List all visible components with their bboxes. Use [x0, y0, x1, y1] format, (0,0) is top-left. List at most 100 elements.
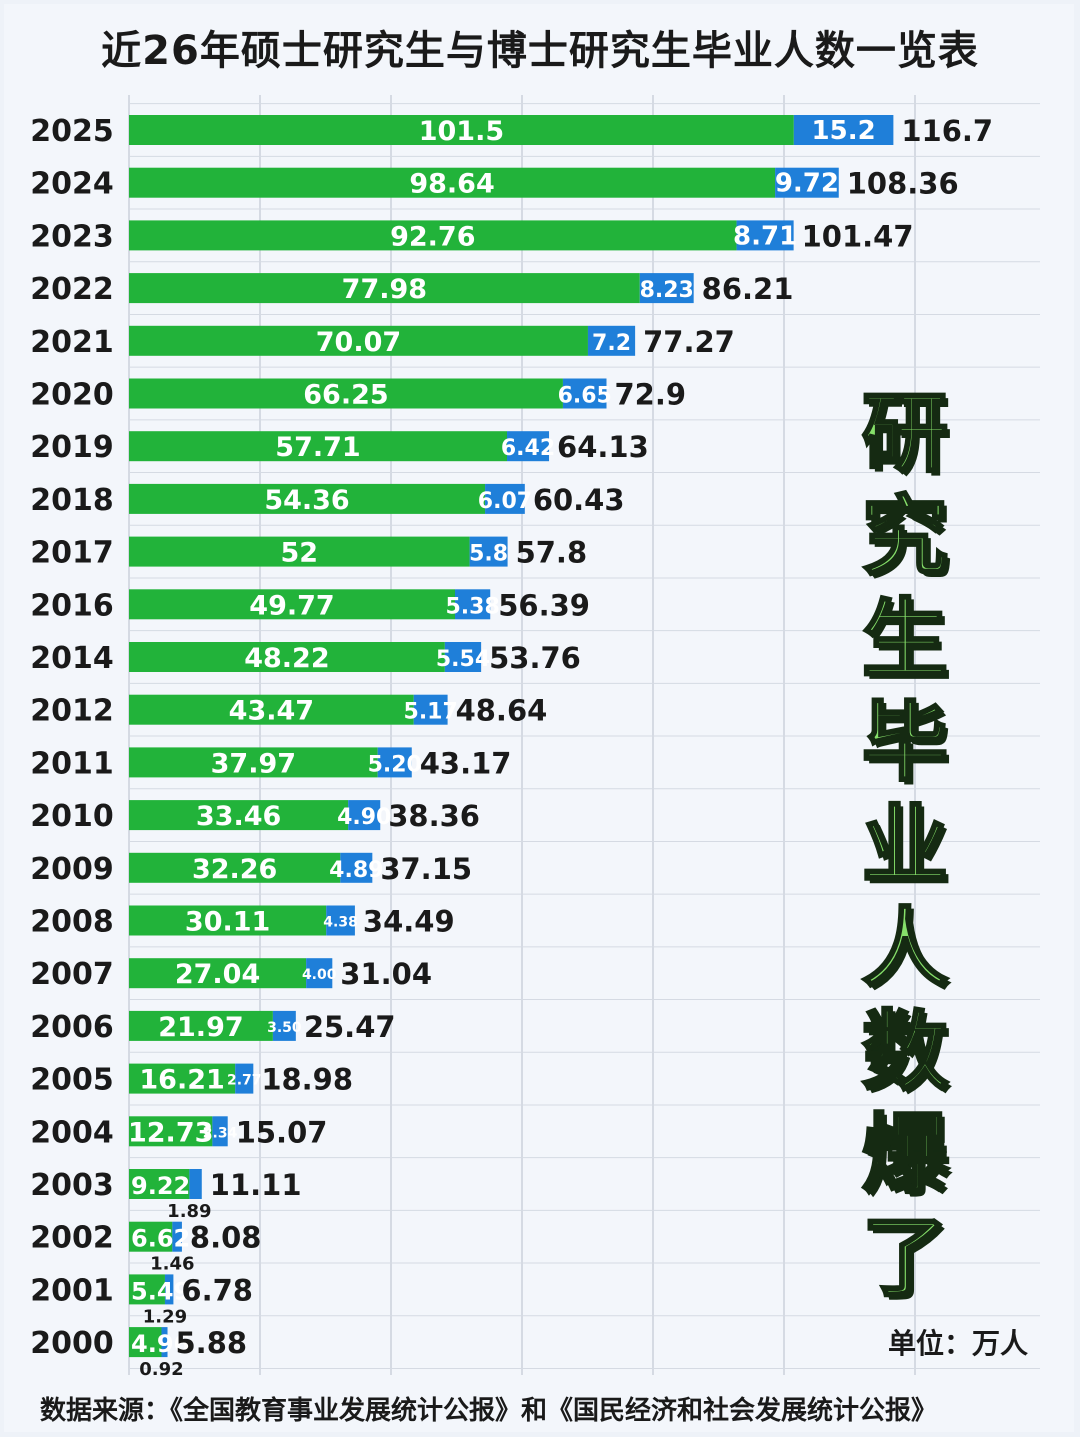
- year-label: 2009: [30, 852, 114, 887]
- master-value-label: 70.07: [316, 327, 401, 358]
- master-value-label: 21.97: [158, 1012, 243, 1043]
- year-label: 2001: [30, 1273, 114, 1308]
- doctor-value-label: 5.38: [445, 594, 499, 619]
- total-value-label: 38.36: [388, 799, 480, 833]
- bar-master: [129, 1327, 162, 1358]
- doctor-value-label: 5.8: [469, 542, 508, 567]
- bar-doctor: [272, 1010, 296, 1041]
- bar-master: [129, 431, 508, 462]
- doctor-value-label: 6.65: [558, 384, 612, 409]
- total-value-label: 53.76: [489, 641, 581, 675]
- bar-master: [129, 1169, 190, 1199]
- master-value-label: 98.64: [409, 169, 494, 200]
- bar-master: [129, 1116, 213, 1147]
- year-label: 2025: [30, 114, 114, 149]
- bar-doctor: [212, 1116, 228, 1147]
- total-value-label: 6.78: [181, 1273, 253, 1307]
- year-label: 2014: [30, 641, 114, 676]
- doctor-value-label: 7.2: [592, 331, 631, 356]
- total-value-label: 77.27: [643, 325, 735, 359]
- unit-label: 单位：万人: [888, 1327, 1029, 1360]
- bar-doctor: [189, 1169, 202, 1199]
- source-note: 数据来源：《全国教育事业发展统计公报》和《国民经济和社会发展统计公报》: [40, 1396, 938, 1426]
- year-label: 2021: [30, 325, 114, 360]
- bar-doctor: [340, 852, 373, 883]
- total-value-label: 43.17: [420, 746, 512, 780]
- stamp-char-1: 究: [861, 486, 950, 589]
- master-value-label: 16.21: [139, 1065, 224, 1096]
- total-value-label: 5.88: [176, 1326, 248, 1360]
- bar-doctor: [507, 431, 550, 462]
- doctor-value-label: 4.38: [323, 915, 358, 931]
- bar-master: [129, 800, 349, 831]
- year-label: 2024: [30, 167, 114, 202]
- master-value-label: 54.36: [264, 485, 349, 516]
- master-value-label: 6.62: [131, 1225, 190, 1253]
- doctor-value-label: 15.2: [812, 116, 876, 146]
- bar-doctor: [235, 1063, 254, 1094]
- year-label: 2002: [30, 1221, 114, 1256]
- total-value-label: 56.39: [498, 588, 590, 622]
- bar-master: [129, 1010, 273, 1041]
- year-label: 2016: [30, 588, 114, 623]
- master-value-label: 49.77: [249, 590, 334, 621]
- bar-doctor: [377, 747, 412, 778]
- bar-doctor: [454, 589, 491, 620]
- master-value-label: 43.47: [229, 696, 314, 727]
- master-value-label: 37.97: [211, 748, 296, 779]
- year-label: 2008: [30, 905, 114, 940]
- year-label: 2019: [30, 430, 114, 465]
- master-value-label: 5.49: [131, 1277, 190, 1305]
- bar-master: [129, 905, 327, 936]
- bar-master: [129, 747, 378, 778]
- master-value-label: 57.71: [275, 432, 360, 463]
- bar-doctor: [485, 483, 525, 514]
- doctor-value-label: 6.07: [478, 489, 532, 514]
- year-label: 2012: [30, 694, 114, 729]
- bar-master: [129, 536, 470, 567]
- bar-doctor: [775, 167, 839, 198]
- master-value-label: 27.04: [175, 959, 260, 990]
- bar-master: [129, 852, 341, 883]
- master-value-label: 92.76: [390, 221, 475, 252]
- bar-doctor: [469, 536, 508, 567]
- doctor-value-label: 5.17: [404, 700, 458, 725]
- bar-master: [129, 642, 445, 672]
- master-value-label: 12.73: [128, 1117, 213, 1148]
- year-label: 2010: [30, 799, 114, 834]
- total-value-label: 18.98: [261, 1063, 353, 1097]
- total-value-label: 57.8: [516, 536, 588, 570]
- total-value-label: 48.64: [456, 694, 548, 728]
- stamp-char-4: 业: [861, 795, 950, 898]
- bar-master: [129, 589, 455, 620]
- year-label: 2004: [30, 1115, 114, 1150]
- total-value-label: 25.47: [304, 1010, 396, 1044]
- stamp-overlay-text: 研究生毕业人数爆了: [855, 383, 955, 1310]
- year-label: 2022: [30, 272, 114, 307]
- year-label: 2017: [30, 536, 114, 571]
- doctor-value-label: 8.71: [733, 221, 797, 251]
- bar-master: [129, 115, 794, 145]
- total-value-label: 31.04: [340, 957, 432, 991]
- bar-master: [129, 220, 737, 251]
- bar-master: [129, 325, 588, 356]
- doctor-value-label: 5.20: [368, 752, 422, 777]
- total-value-label: 86.21: [702, 272, 794, 306]
- doctor-value-label: 4.00: [302, 967, 337, 983]
- chart-title: 近26年硕士研究生与博士研究生毕业人数一览表: [101, 28, 979, 74]
- stamp-char-5: 人: [861, 898, 950, 1001]
- bar-doctor: [413, 694, 448, 725]
- bar-master: [129, 483, 486, 514]
- bar-doctor: [348, 800, 381, 831]
- doctor-value-label: 1.46: [150, 1254, 194, 1275]
- year-label: 2018: [30, 483, 114, 518]
- doctor-value-label: 4.90: [337, 805, 391, 830]
- master-value-label: 66.25: [303, 380, 388, 411]
- total-value-label: 34.49: [363, 905, 455, 939]
- doctor-value-label: 3.50: [267, 1020, 302, 1036]
- bar-master: [129, 1221, 173, 1252]
- total-value-label: 60.43: [533, 483, 625, 517]
- total-value-label: 64.13: [557, 430, 649, 464]
- total-value-label: 15.07: [236, 1115, 328, 1149]
